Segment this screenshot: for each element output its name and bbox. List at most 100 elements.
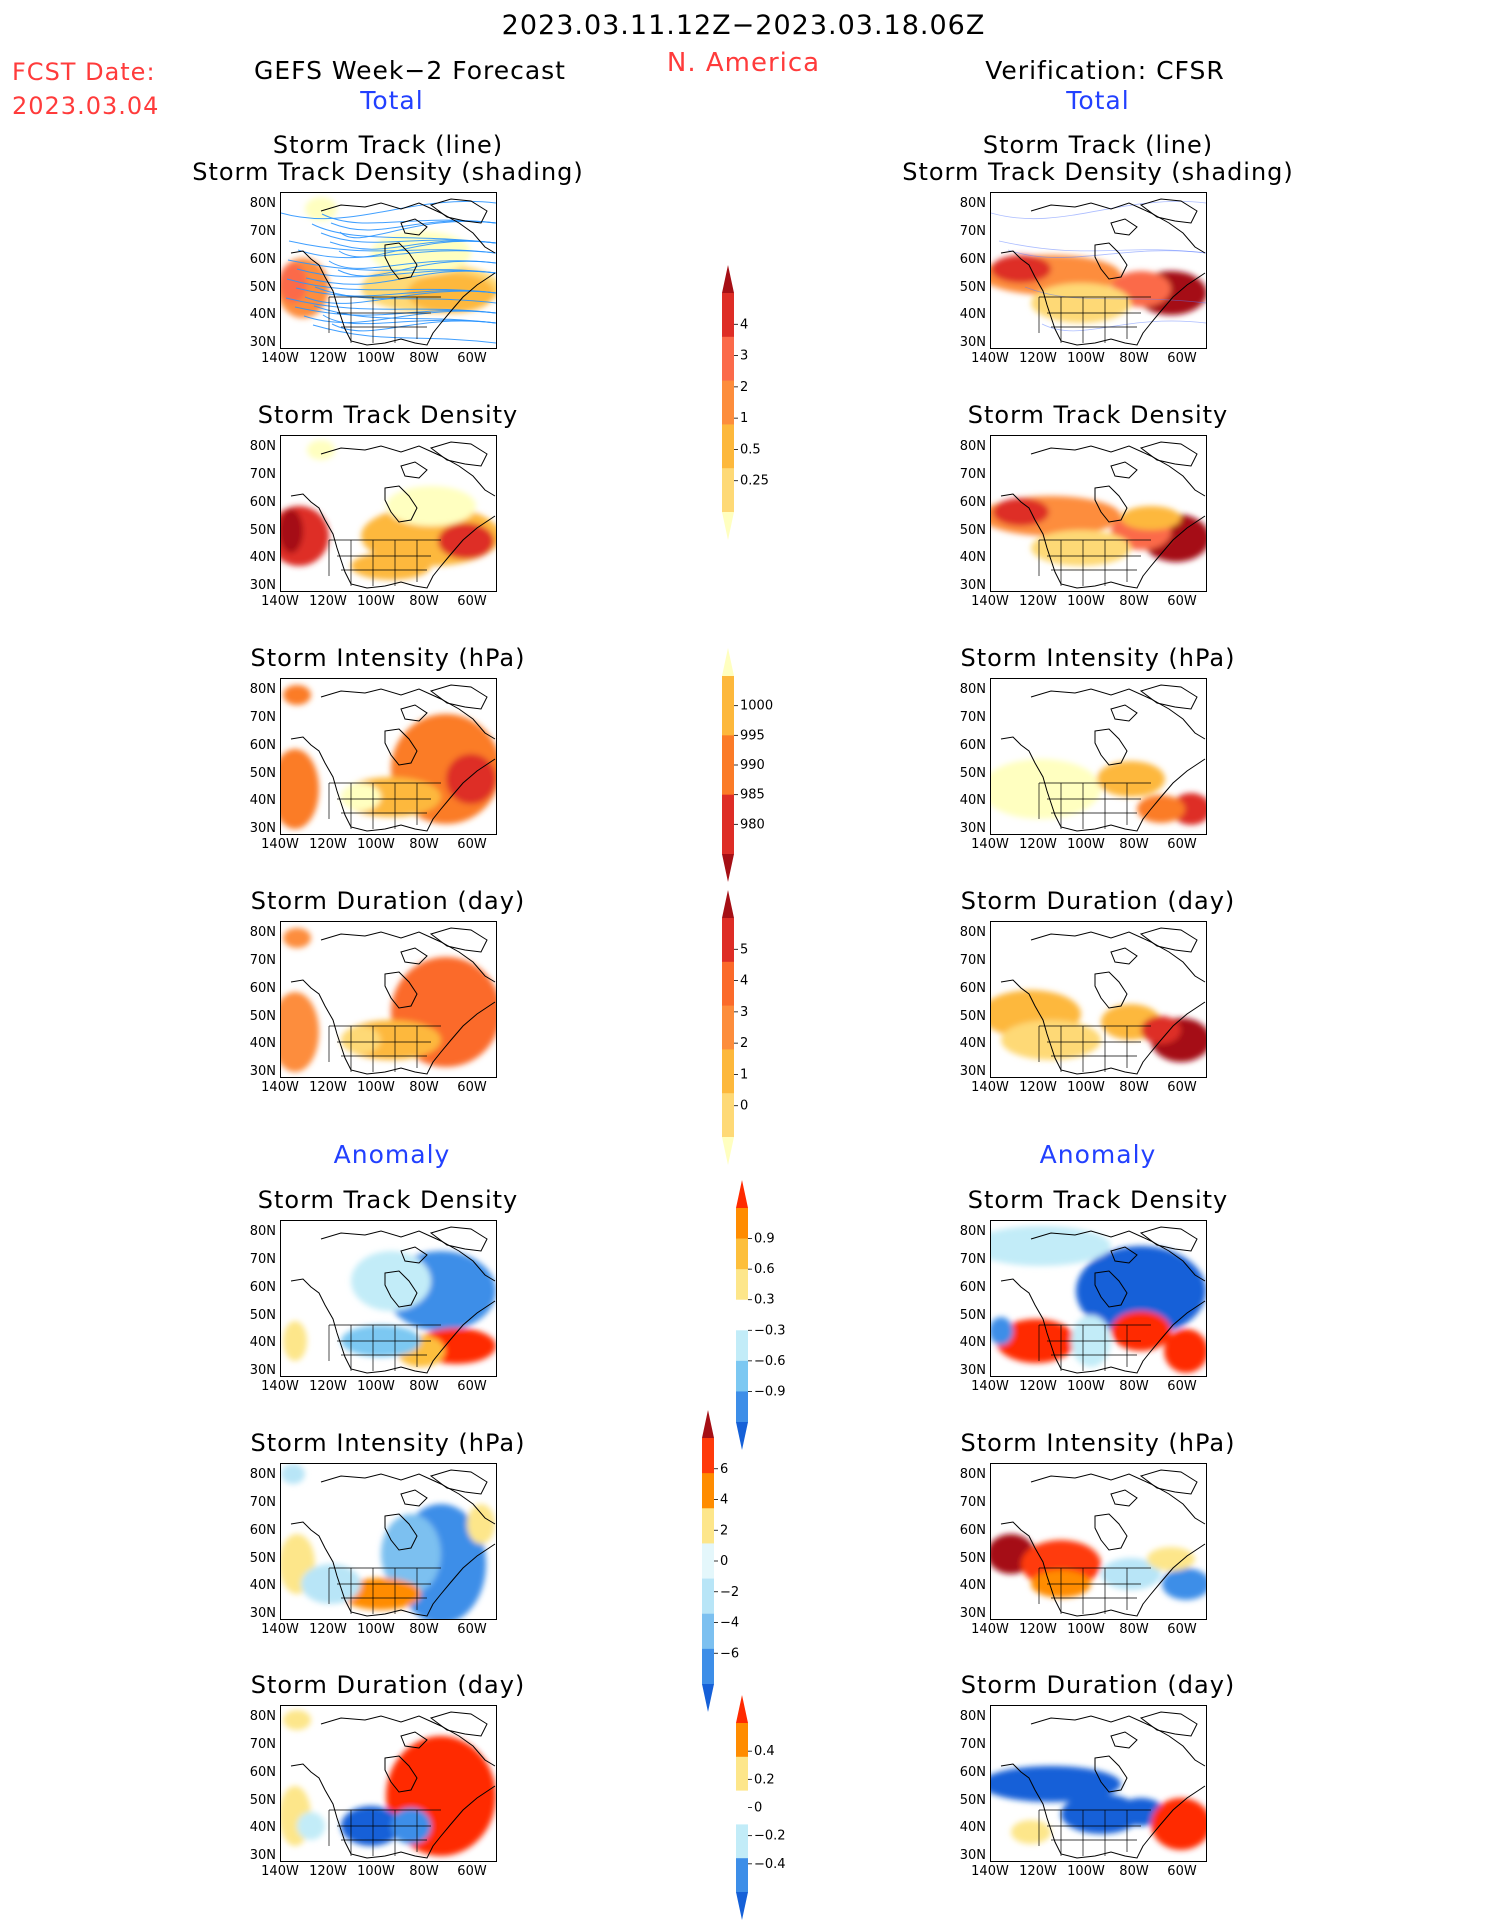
coastline <box>320 688 496 740</box>
colorbar-label: 980 <box>740 817 765 832</box>
shading-region <box>407 273 495 313</box>
lon-tick-label: 100W <box>1067 1379 1105 1394</box>
lon-tick-label: 140W <box>971 351 1009 366</box>
lat-tick-label: 70N <box>249 466 276 482</box>
shading-region <box>351 552 431 580</box>
colorbar-label: 5 <box>740 942 748 957</box>
panel-title-track-line: Storm Track (line) <box>272 131 504 159</box>
colorbar-label: 4 <box>740 974 748 989</box>
colorbar-bottom-arrow <box>722 854 734 882</box>
coastline <box>1000 1278 1206 1374</box>
colorbar-segment <box>736 1858 748 1893</box>
storm-track-line <box>287 259 496 274</box>
lat-tick-label: 60N <box>959 737 986 753</box>
lon-tick-label: 140W <box>261 1864 299 1879</box>
map-shading <box>991 1226 1206 1374</box>
coastline <box>384 1513 418 1551</box>
lon-tick-label: 80W <box>1119 1080 1149 1095</box>
shading-region <box>1111 1311 1171 1351</box>
lon-tick-label: 120W <box>309 1864 347 1879</box>
lat-tick-label: 40N <box>249 1820 276 1836</box>
coastline <box>1139 927 1198 953</box>
lat-tick-label: 60N <box>959 980 986 996</box>
colorbar-label: −0.6 <box>754 1354 786 1369</box>
lon-tick-label: 80W <box>1119 1864 1149 1879</box>
colorbar-segment <box>736 1208 748 1240</box>
lon-tick-label: 80W <box>409 1080 439 1095</box>
lat-tick-label: 50N <box>249 765 276 781</box>
lat-tick-label: 40N <box>249 1036 276 1052</box>
coastline <box>1110 461 1138 479</box>
lon-tick-label: 80W <box>409 351 439 366</box>
lat-tick-label: 80N <box>959 438 986 454</box>
colorbar-segment <box>736 1238 748 1270</box>
storm-track-lines <box>281 200 496 344</box>
region-title: N. America <box>666 48 821 78</box>
right-map-panel-5 <box>990 1463 1207 1620</box>
coastline <box>384 728 418 766</box>
lat-tick-label: 60N <box>249 980 276 996</box>
lon-tick-label: 100W <box>1067 351 1105 366</box>
coastline <box>1110 704 1138 722</box>
coastline <box>400 947 428 965</box>
map-shading <box>281 684 496 832</box>
colorbar-top-arrow <box>736 1180 748 1208</box>
lat-tick-label: 60N <box>959 1279 986 1295</box>
coastline <box>1094 728 1128 766</box>
coastline <box>1000 1763 1206 1859</box>
colorbar-segment <box>722 424 734 469</box>
lat-tick-label: 80N <box>249 195 276 211</box>
coastlines <box>290 1711 496 1859</box>
coastline <box>429 927 488 953</box>
lat-tick-label: 40N <box>959 1335 986 1351</box>
lon-tick-label: 100W <box>357 1379 395 1394</box>
lon-tick-label: 80W <box>1119 351 1149 366</box>
colorbar-segment <box>702 1473 714 1509</box>
lat-tick-label: 50N <box>249 1307 276 1323</box>
shading-region <box>1164 1329 1206 1373</box>
lat-tick-label: 70N <box>249 952 276 968</box>
lat-tick-label: 70N <box>959 223 986 239</box>
coastlines <box>1000 684 1206 832</box>
colorbar-segment <box>722 918 734 963</box>
lat-tick-label: 30N <box>249 1363 276 1379</box>
colorbar-segment <box>702 1578 714 1615</box>
coastline <box>1110 1489 1138 1507</box>
lon-tick-label: 100W <box>1067 837 1105 852</box>
colorbar-segment <box>702 1648 714 1685</box>
colorbar-bottom-arrow <box>736 1422 748 1450</box>
colorbar-label: 4 <box>720 1493 728 1508</box>
lat-tick-label: 60N <box>959 1764 986 1780</box>
coastline <box>1110 1731 1138 1749</box>
lon-tick-label: 60W <box>1167 351 1197 366</box>
lat-tick-label: 40N <box>959 550 986 566</box>
storm-track-line <box>281 200 496 220</box>
colorbar-top-arrow <box>722 265 734 293</box>
lon-tick-label: 80W <box>409 1379 439 1394</box>
shading-region <box>1011 1820 1051 1844</box>
lon-tick-label: 80W <box>1119 1379 1149 1394</box>
colorbar-label: 3 <box>740 1005 748 1020</box>
map-shading <box>991 1469 1206 1617</box>
coastline <box>320 1230 496 1282</box>
lat-tick-label: 30N <box>249 821 276 837</box>
lat-tick-label: 60N <box>249 737 276 753</box>
lat-tick-label: 60N <box>959 1522 986 1538</box>
lat-tick-label: 50N <box>959 1792 986 1808</box>
left-map-panel-5 <box>280 1463 497 1620</box>
lon-tick-label: 120W <box>1019 1622 1057 1637</box>
coastlines <box>290 684 496 832</box>
colorbar-label: 3 <box>740 349 748 364</box>
lat-tick-label: 80N <box>249 1466 276 1482</box>
lat-tick-label: 50N <box>249 1550 276 1566</box>
lat-tick-label: 80N <box>249 924 276 940</box>
colorbar-segment <box>736 1790 748 1825</box>
shading-region <box>1162 1568 1206 1600</box>
lon-tick-label: 140W <box>971 1622 1009 1637</box>
right-map-panel-1 <box>990 435 1207 592</box>
coastline <box>1030 931 1206 983</box>
panel-title-intensity: Storm Intensity (hPa) <box>250 644 526 672</box>
lat-tick-label: 70N <box>249 1251 276 1267</box>
coastline <box>320 445 496 497</box>
shading-region <box>1076 1246 1206 1336</box>
